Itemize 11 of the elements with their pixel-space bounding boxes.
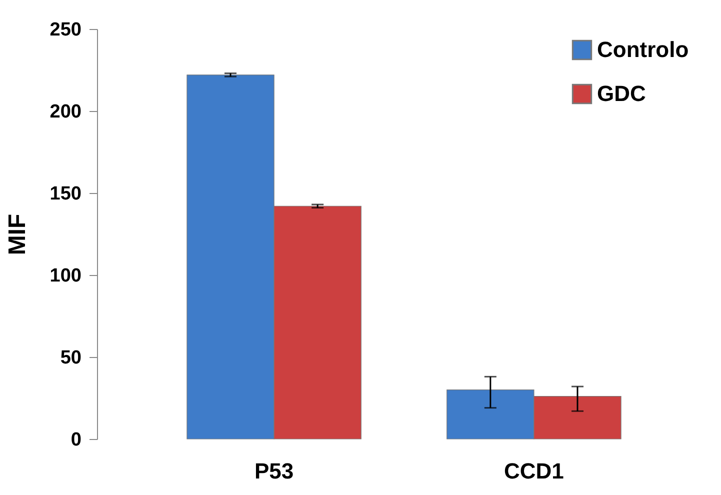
y-tick-label: 150 bbox=[50, 184, 82, 204]
x-tick-label: P53 bbox=[254, 458, 294, 484]
legend-label: GDC bbox=[597, 81, 646, 106]
y-tick-label: 0 bbox=[70, 430, 82, 450]
y-tick-label: 100 bbox=[50, 266, 82, 286]
y-tick-label: 250 bbox=[50, 20, 82, 40]
legend-label: Controlo bbox=[597, 37, 689, 62]
y-tick-label: 50 bbox=[60, 348, 82, 368]
x-tick-label: CCD1 bbox=[504, 458, 564, 484]
y-tick-label: 200 bbox=[50, 102, 82, 122]
y-axis-title: MIF bbox=[4, 214, 31, 256]
